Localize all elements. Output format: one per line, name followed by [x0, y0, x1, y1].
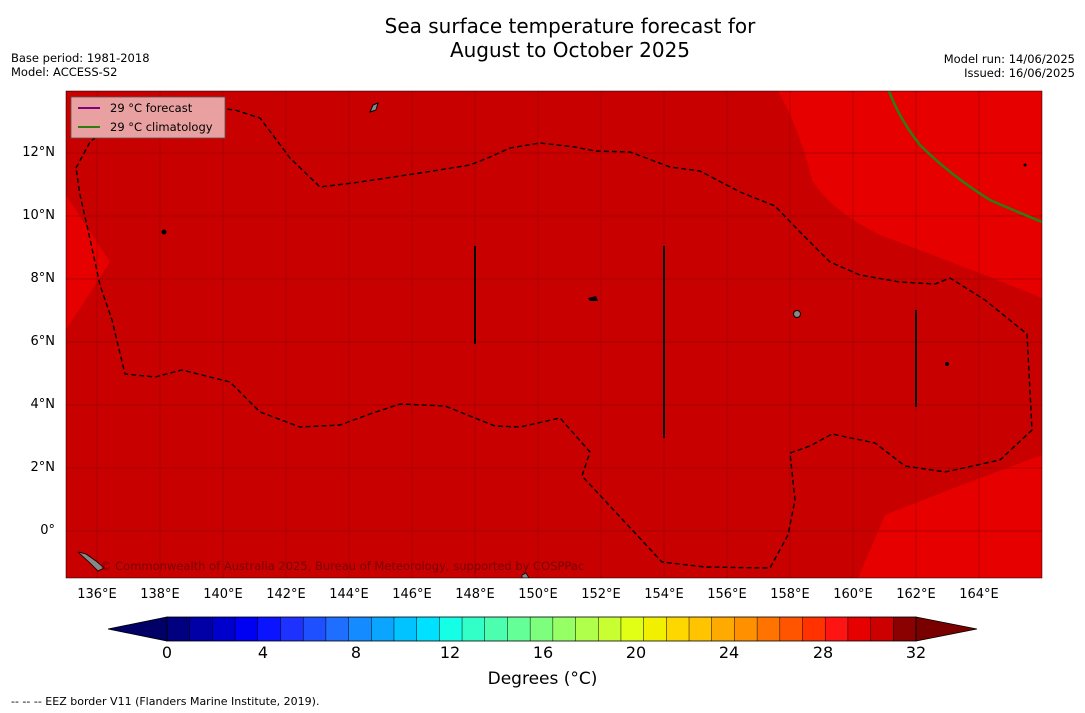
copyright-watermark: © Commonwealth of Australia 2025, Bureau… [100, 559, 584, 573]
colorbar-swatch [847, 617, 871, 641]
title-line-2: August to October 2025 [449, 38, 691, 62]
colorbar-swatch [280, 617, 304, 641]
colorbar-tick-label: 28 [812, 643, 834, 662]
map-frame [65, 90, 1043, 579]
colorbar-swatch [779, 617, 803, 641]
colorbar-swatch [893, 617, 917, 641]
colorbar-over-arrow [915, 616, 978, 642]
lon-label: 140°E [203, 587, 243, 602]
eez-footnote: -- -- -- EEZ border V11 (Flanders Marine… [11, 695, 320, 708]
lon-label: 156°E [707, 587, 747, 602]
colorbar-swatch [530, 617, 554, 641]
colorbar-tick-label: 32 [905, 643, 927, 662]
sst-29-region-southeast [858, 455, 1042, 578]
colorbar-swatch [189, 617, 213, 641]
colorbar-swatch [325, 617, 349, 641]
lon-label: 144°E [329, 587, 369, 602]
lon-label: 152°E [581, 587, 621, 602]
lat-label: 10°N [22, 208, 55, 223]
colorbar-swatch [575, 617, 599, 641]
colorbar-swatch [507, 617, 531, 641]
colorbar-tick-label: 16 [532, 643, 554, 662]
lon-label: 154°E [644, 587, 684, 602]
colorbar-swatch [666, 617, 690, 641]
colorbar-frame [166, 616, 917, 642]
lon-label: 160°E [833, 587, 873, 602]
lat-label: 4°N [30, 397, 56, 412]
colorbar-tick-label: 4 [257, 643, 269, 662]
lat-label: 6°N [30, 334, 56, 349]
lat-label: 8°N [30, 271, 56, 286]
climatology-29c-contour [887, 91, 1042, 224]
colorbar-tick-label: 20 [625, 643, 647, 662]
lon-label: 150°E [518, 587, 558, 602]
lon-label: 164°E [959, 587, 999, 602]
colorbar-swatch [416, 617, 440, 641]
lon-label: 158°E [770, 587, 810, 602]
model-run-text: Model run: 14/06/2025 [943, 52, 1075, 66]
colorbar-label: Degrees (°C) [487, 669, 598, 689]
colorbar-swatch [757, 617, 781, 641]
lon-label: 162°E [896, 587, 936, 602]
lat-label: 0° [40, 523, 55, 538]
colorbar-tick-label: 12 [439, 643, 461, 662]
colorbar-tick-label: 24 [718, 643, 740, 662]
map-title: Sea surface temperature forecast for Aug… [0, 14, 1085, 62]
colorbar-swatch [462, 617, 486, 641]
colorbar-tick-label: 0 [161, 643, 173, 662]
map-panel [66, 91, 1042, 578]
colorbar-swatch [552, 617, 576, 641]
eez-border [75, 105, 1033, 569]
forecast-legend-label: 29 °C forecast [110, 101, 193, 115]
lon-label: 138°E [140, 587, 180, 602]
sst-colorbar [107, 616, 978, 642]
lon-label: 148°E [455, 587, 495, 602]
model-text: Model: ACCESS-S2 [11, 65, 118, 79]
sst-29-region-west [66, 195, 110, 330]
colorbar-swatch [643, 617, 667, 641]
colorbar-tick-label: 8 [350, 643, 362, 662]
colorbar-swatch [689, 617, 713, 641]
colorbar-swatch [620, 617, 644, 641]
colorbar-swatch [212, 617, 236, 641]
colorbar-swatch [167, 617, 190, 641]
issued-text: Issued: 16/06/2025 [964, 66, 1075, 80]
colorbar-swatch [484, 617, 508, 641]
island-markers [77, 102, 1027, 578]
colorbar-under-arrow [107, 616, 168, 642]
colorbar-swatch [303, 617, 327, 641]
lon-label: 146°E [392, 587, 432, 602]
base-period-info: Base period: 1981-2018 Model: ACCESS-S2 [11, 51, 150, 79]
colorbar-swatch [870, 617, 894, 641]
lat-label: 12°N [22, 145, 55, 160]
colorbar-swatch [734, 617, 758, 641]
colorbar-swatch [348, 617, 372, 641]
sst-29-region-northeast [778, 91, 1042, 298]
lat-label: 2°N [30, 460, 56, 475]
colorbar-swatch [257, 617, 281, 641]
lon-label: 142°E [266, 587, 306, 602]
colorbar-swatch [711, 617, 735, 641]
climatology-legend-label: 29 °C climatology [110, 120, 213, 134]
base-period-text: Base period: 1981-2018 [11, 51, 150, 65]
colorbar-swatch [825, 617, 849, 641]
lon-label: 136°E [77, 587, 117, 602]
colorbar-swatch [371, 617, 395, 641]
colorbar-swatch [235, 617, 259, 641]
colorbar-swatch [802, 617, 826, 641]
colorbar-swatch [393, 617, 417, 641]
title-line-1: Sea surface temperature forecast for [384, 14, 756, 38]
colorbar-swatch [598, 617, 622, 641]
legend-box: 29 °C forecast 29 °C climatology [70, 96, 226, 139]
model-run-info: Model run: 14/06/2025 Issued: 16/06/2025 [944, 52, 1075, 80]
colorbar-swatch [439, 617, 463, 641]
